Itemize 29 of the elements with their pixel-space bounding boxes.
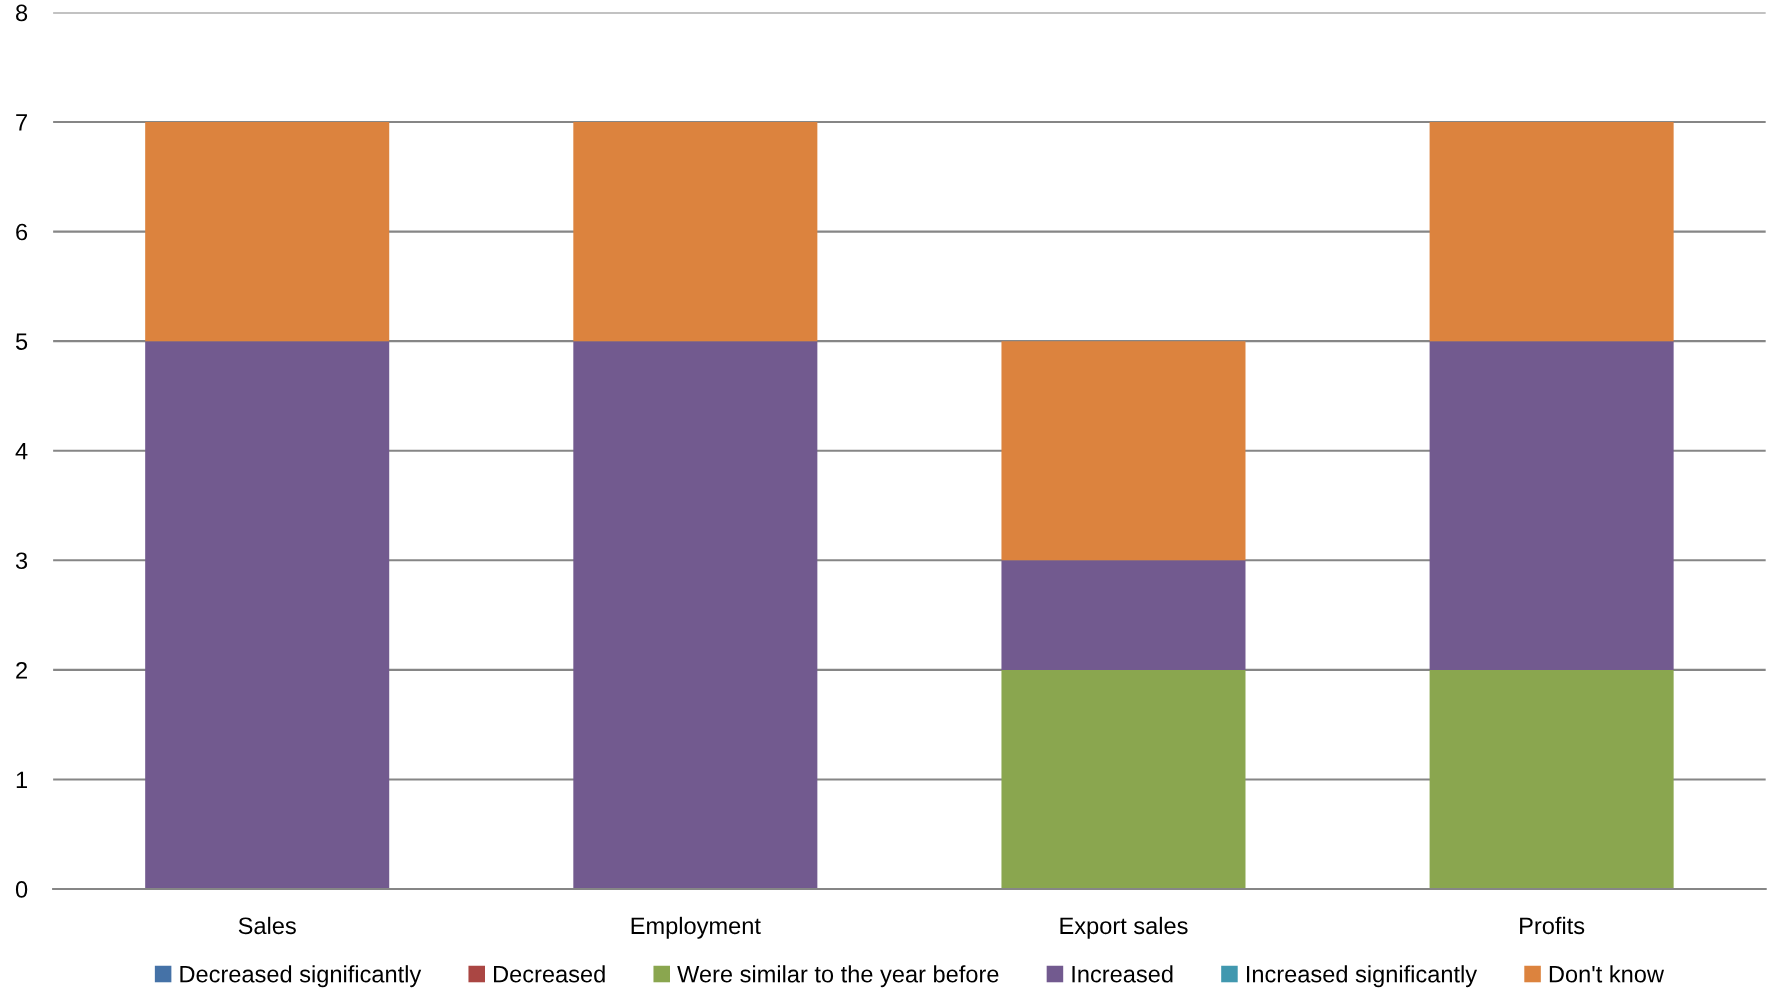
legend-label: Were similar to the year before — [677, 965, 999, 988]
y-tick-label: 7 — [16, 114, 27, 131]
legend-label: Decreased significantly — [180, 965, 422, 988]
bar — [145, 122, 390, 342]
legend-label: Don't know — [1549, 965, 1665, 983]
y-tick-label: 8 — [16, 4, 28, 22]
y-tick-label: 5 — [15, 333, 28, 350]
x-tick-label: Sales — [238, 916, 296, 935]
x-tick-label: Employment — [631, 916, 761, 939]
bar — [573, 341, 818, 890]
bar — [1429, 122, 1674, 342]
bar — [1001, 560, 1246, 670]
legend-label: Increased significantly — [1246, 965, 1478, 988]
y-tick-label: 0 — [15, 881, 28, 898]
y-tick-label: 3 — [15, 552, 28, 570]
bar — [1429, 341, 1674, 670]
y-tick-label: 6 — [16, 223, 28, 241]
bar — [1429, 669, 1674, 890]
bar — [573, 122, 818, 342]
x-tick-label: Export sales — [1060, 916, 1188, 939]
legend-label: Increased — [1072, 965, 1173, 983]
bar — [145, 341, 390, 890]
legend-label: Decreased — [494, 965, 605, 983]
bar — [1001, 669, 1246, 890]
y-tick-label: 4 — [15, 443, 28, 460]
bar — [1001, 341, 1246, 561]
y-tick-label: 2 — [16, 661, 27, 679]
x-tick-label: Profits — [1520, 916, 1585, 935]
y-tick-label: 1 — [16, 771, 27, 789]
